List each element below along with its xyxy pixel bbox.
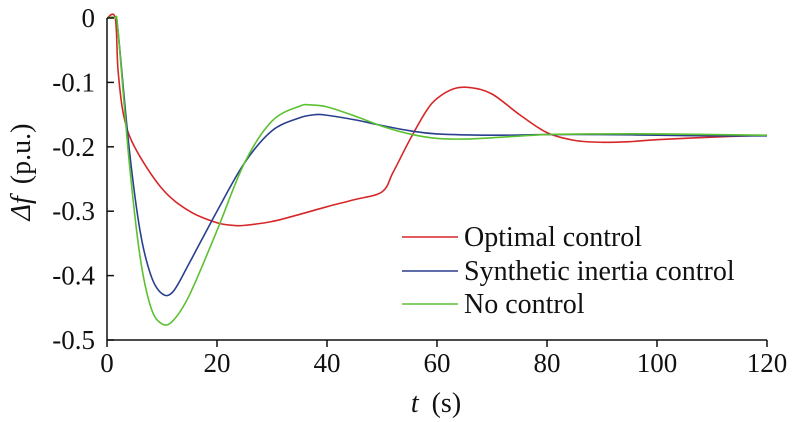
x-tick-label: 40: [314, 348, 341, 378]
x-tick-label: 120: [747, 348, 788, 378]
y-axis-unit: (p.u.): [6, 124, 37, 185]
y-tick-label: -0.4: [52, 261, 95, 291]
x-tick-label: 0: [100, 348, 114, 378]
y-axis-variable: Δf: [6, 193, 37, 221]
x-tick-label: 80: [534, 348, 561, 378]
series-line-synthetic-inertia-control: [106, 16, 768, 297]
legend-item-optimal-control: Optimal control: [402, 222, 642, 253]
legend-label-no-control: No control: [464, 289, 585, 320]
x-tick-label: 60: [424, 348, 451, 378]
y-tick-label: -0.3: [52, 196, 95, 226]
y-tick-label: -0.1: [52, 67, 95, 97]
x-axis-unit: (s): [432, 388, 462, 419]
legend-item-synthetic-inertia-control: Synthetic inertia control: [402, 256, 735, 287]
series-line-no-control: [106, 15, 768, 326]
x-tick-label: 100: [637, 348, 678, 378]
y-tick-label: -0.2: [52, 132, 95, 162]
y-axis-title: Δf (p.u.): [6, 124, 37, 222]
legend: Optimal control Synthetic inertia contro…: [402, 222, 735, 320]
x-axis-variable: t: [411, 388, 420, 419]
y-tick-label: 0: [82, 3, 96, 33]
legend-item-no-control: No control: [402, 289, 585, 320]
y-tick-label: -0.5: [52, 325, 95, 355]
legend-label-optimal-control: Optimal control: [464, 222, 642, 253]
x-tick-label: 20: [204, 348, 231, 378]
series-layer: [106, 13, 768, 326]
plot-area: 0 20 40 60 80 100 120 0 -0.1 -0.2 -0.3 -0.4 -0.5: [52, 3, 787, 378]
x-ticks: 0 20 40 60 80 100 120: [100, 340, 787, 378]
series-line-optimal-control: [106, 13, 768, 227]
x-axis-title: t (s): [411, 388, 461, 419]
legend-label-synthetic-inertia-control: Synthetic inertia control: [464, 256, 735, 287]
y-ticks: 0 -0.1 -0.2 -0.3 -0.4 -0.5: [52, 3, 114, 355]
